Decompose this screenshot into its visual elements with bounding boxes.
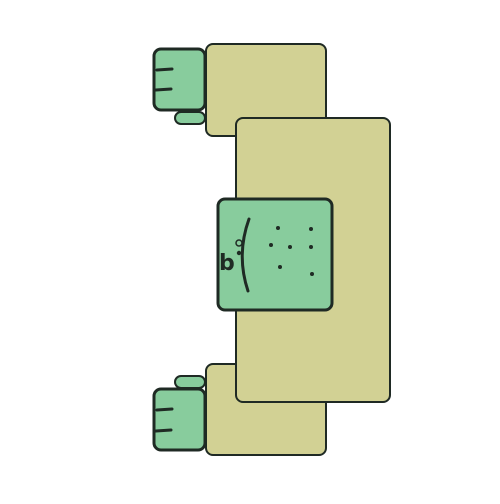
freckle-dot [288,245,292,249]
head [216,197,334,312]
lower-thumb [174,375,206,389]
nose-tip [236,250,242,256]
freckle-dot [309,227,313,231]
nose-ring [235,239,243,247]
freckle-dot [269,243,273,247]
lower-hand-crease [154,407,174,433]
freckle-dot [309,245,313,249]
freckle-dot [276,226,280,230]
freckle-dot [310,272,314,276]
mouth [240,217,251,293]
freckle-dot [278,265,282,269]
upper-hand-crease [154,67,174,92]
head-label: b [219,251,235,276]
upper-hand [152,47,207,112]
upper-thumb [174,111,206,125]
freckle-dots [269,226,314,276]
lower-hand [152,387,207,452]
